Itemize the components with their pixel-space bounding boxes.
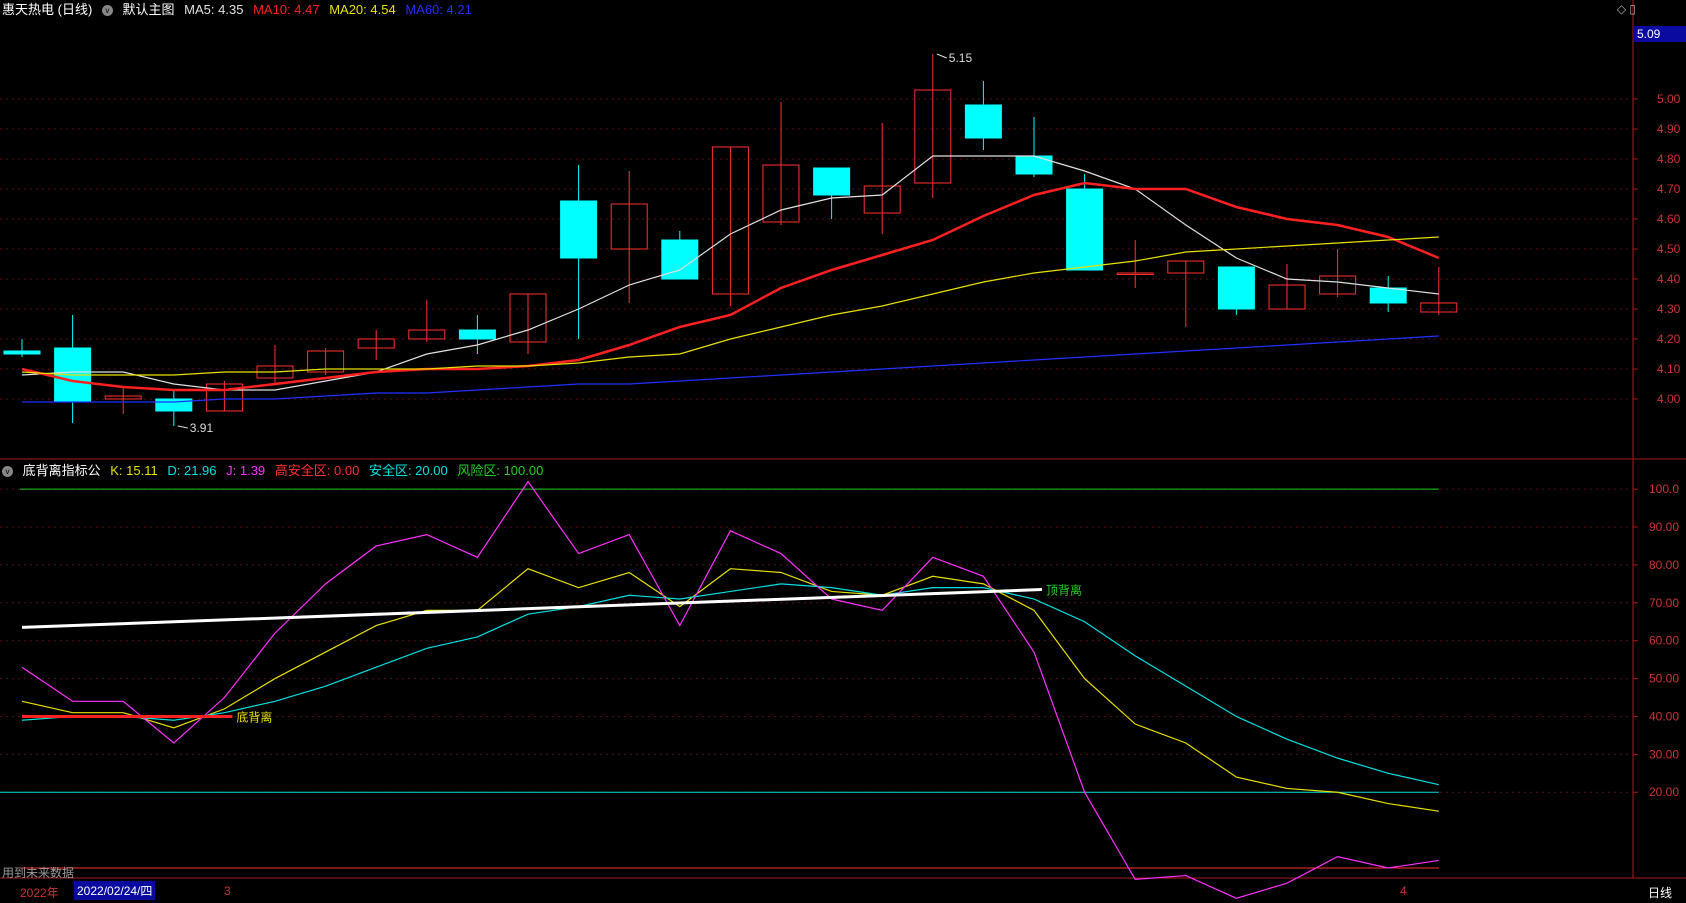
- year-label: 2022年: [20, 886, 59, 900]
- time-axis[interactable]: 2022年 2022/02/24/四 3 4 日线: [0, 878, 1686, 903]
- candle-body: [357, 338, 395, 349]
- ind-tick-label: 80.00: [1649, 558, 1679, 572]
- chevron-down-icon[interactable]: v: [101, 5, 113, 17]
- price-tick-label: 4.20: [1657, 332, 1681, 346]
- ind-tick-label: 90.00: [1649, 520, 1679, 534]
- candle-body: [509, 293, 547, 343]
- candle-body: [610, 203, 648, 250]
- candle-body: [3, 350, 41, 355]
- divergence-label: 顶背离: [1046, 583, 1082, 598]
- ind-tick-label: 60.00: [1649, 634, 1679, 648]
- candle-body: [1268, 284, 1306, 310]
- candle-body: [813, 167, 851, 196]
- candle-body: [560, 200, 598, 259]
- window-icon[interactable]: ▯: [1629, 2, 1636, 16]
- ma-line-ma60: [22, 335, 1439, 403]
- price-tick-label: 4.80: [1657, 152, 1681, 166]
- diamond-icon[interactable]: ◇: [1616, 2, 1627, 16]
- candle-body: [1369, 287, 1407, 304]
- candle-body: [1167, 260, 1205, 274]
- price-tick-label: 4.70: [1657, 182, 1681, 196]
- candle-body: [307, 350, 345, 373]
- price-tick-label: 5.00: [1657, 92, 1681, 106]
- ma20-label: MA20: 4.54: [329, 2, 396, 17]
- ind-tick-label: 100.0: [1649, 482, 1679, 496]
- candle-body: [104, 395, 142, 400]
- chart-tool-icons: ◇ ▯: [1617, 2, 1636, 16]
- ma10-label: MA10: 4.47: [253, 2, 320, 17]
- main-chart-header: 惠天热电 (日线) v 默认主图 MA5: 4.35 MA10: 4.47 MA…: [2, 0, 478, 20]
- candle-body: [1420, 302, 1458, 313]
- ma60-label: MA60: 4.21: [405, 2, 472, 17]
- price-annotation: 5.15: [949, 51, 973, 65]
- ind-tick-label: 20.00: [1649, 785, 1679, 799]
- indicator-header: v 底背离指标公 K: 15.11 D: 21.96 J: 1.39 高安全区:…: [2, 461, 549, 481]
- candle-body: [863, 185, 901, 214]
- ma-line-ma20: [21, 236, 1439, 376]
- chevron-down-icon[interactable]: v: [2, 466, 13, 478]
- month-4-label: 4: [1400, 884, 1407, 898]
- price-tick-label: 4.60: [1657, 212, 1681, 226]
- candle-body: [762, 164, 800, 223]
- price-annotation-arrow: [936, 53, 947, 59]
- date-cursor-label: 2022/02/24/四: [74, 881, 156, 900]
- future-data-note: 用到未来数据: [2, 866, 75, 880]
- candle-body: [711, 146, 749, 295]
- price-tick-label: 4.10: [1657, 362, 1681, 376]
- k-label: K: 15.11: [110, 463, 158, 478]
- price-tick-label: 4.00: [1657, 392, 1681, 406]
- main-chart-label[interactable]: 默认主图: [122, 2, 175, 17]
- stock-name: 惠天热电 (日线): [2, 2, 93, 17]
- d-label: D: 21.96: [167, 463, 217, 478]
- candle-body: [661, 239, 699, 280]
- kdj-line-k: [21, 568, 1439, 812]
- price-annotation-arrow: [177, 425, 188, 429]
- divergence-line: [21, 588, 1043, 629]
- ma-line-ma10: [21, 181, 1440, 392]
- ind-tick-label: 30.00: [1649, 747, 1679, 761]
- candle-body: [205, 383, 243, 412]
- kdj-line-d: [21, 583, 1439, 786]
- current-price-tag: 5.09: [1634, 26, 1686, 42]
- indicator-name[interactable]: 底背离指标公: [22, 463, 101, 478]
- candle-body: [1319, 275, 1357, 295]
- candle-body: [1116, 272, 1154, 275]
- price-annotation: 3.91: [190, 421, 214, 435]
- ma5-label: MA5: 4.35: [184, 2, 244, 17]
- candle-body: [914, 89, 952, 184]
- price-tick-label: 4.30: [1657, 302, 1681, 316]
- candle-body: [1066, 188, 1104, 271]
- risk-label: 风险区: 100.00: [457, 463, 544, 478]
- price-tick-label: 4.40: [1657, 272, 1681, 286]
- divergence-label: 底背离: [236, 709, 272, 724]
- price-tick-label: 4.50: [1657, 242, 1681, 256]
- price-tick-label: 4.90: [1657, 122, 1681, 136]
- ma-line-ma5: [21, 155, 1439, 391]
- candle-body: [408, 329, 446, 340]
- j-label: J: 1.39: [226, 463, 266, 478]
- safe-label: 安全区: 20.00: [368, 463, 448, 478]
- candle-body: [1217, 266, 1255, 310]
- candle-body: [1015, 155, 1053, 175]
- kdj-line-j: [21, 480, 1439, 899]
- candle-body: [964, 104, 1002, 139]
- ind-tick-label: 40.00: [1649, 709, 1679, 723]
- candle-body: [458, 329, 496, 340]
- ind-tick-label: 70.00: [1649, 596, 1679, 610]
- month-3-label: 3: [224, 884, 231, 898]
- period-label[interactable]: 日线: [1648, 886, 1673, 900]
- high-safe-label: 高安全区: 0.00: [274, 463, 360, 478]
- ind-tick-label: 50.00: [1649, 672, 1679, 686]
